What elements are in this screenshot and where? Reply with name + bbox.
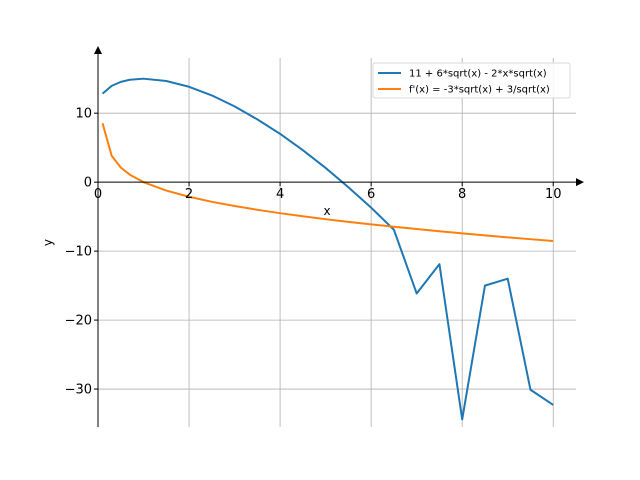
y-tick-label: 10: [75, 107, 92, 122]
legend-label-derivative: f'(x) = -3*sqrt(x) + 3/sqrt(x): [409, 85, 550, 96]
x-tick-label: 8: [458, 187, 466, 202]
x-axis-arrow-icon: [576, 178, 584, 187]
x-tick-label: 2: [185, 187, 193, 202]
legend-label-function: 11 + 6*sqrt(x) - 2*x*sqrt(x): [409, 69, 547, 80]
series-line-1: [101, 122, 554, 243]
x-tick-label: 0: [94, 187, 102, 202]
y-axis-arrow-icon: [94, 46, 102, 54]
legend-box: [372, 62, 571, 99]
x-tick-label: 10: [545, 187, 562, 202]
y-tick-label: 0: [84, 176, 92, 191]
x-tick-label: 4: [276, 187, 284, 202]
y-tick-label: −20: [65, 314, 92, 329]
y-tick-label: −30: [65, 383, 92, 398]
series-layer: [101, 77, 554, 421]
y-axis-label: y: [41, 239, 55, 246]
grid: [98, 58, 576, 427]
y-tick-label: −10: [65, 245, 92, 260]
x-axis-label: x: [323, 204, 330, 218]
x-tick-label: 6: [367, 187, 375, 202]
tick-labels: 0 2 4 6 8 10 −30 −20 −10 0 10: [65, 107, 562, 398]
legend: 11 + 6*sqrt(x) - 2*x*sqrt(x) f'(x) = -3*…: [372, 62, 571, 99]
axes: [94, 46, 584, 427]
series-line-0: [101, 77, 554, 421]
